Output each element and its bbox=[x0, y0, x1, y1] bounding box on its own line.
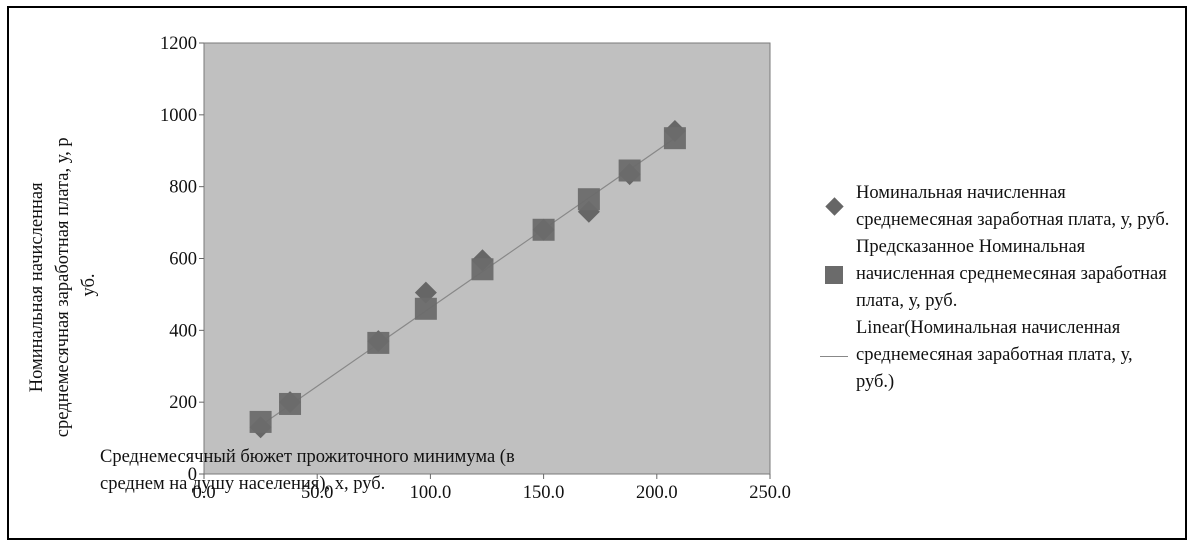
square-point bbox=[414, 297, 437, 320]
legend-label: Номинальная начисленная среднемесяная за… bbox=[856, 183, 1170, 230]
x-axis-title: Среднемесячный бюжет прожиточного миниму… bbox=[100, 447, 519, 494]
x-tick-label: 50.0 bbox=[301, 483, 333, 503]
legend-item-linear: Linear(Номинальная начисленная среднемес… bbox=[820, 315, 1170, 396]
legend-label: Linear(Номинальная начисленная среднемес… bbox=[856, 318, 1133, 392]
y-tick-label: 800 bbox=[169, 178, 197, 198]
square-marker-icon bbox=[820, 234, 852, 315]
x-tick-label: 100.0 bbox=[410, 483, 452, 503]
square-point bbox=[279, 392, 302, 415]
trendline bbox=[260, 137, 676, 427]
legend: Номинальная начисленная среднемесяная за… bbox=[820, 180, 1170, 396]
y-tick-label: 600 bbox=[169, 250, 197, 270]
legend-label: Предсказанное Номинальная начисленная ср… bbox=[856, 237, 1167, 311]
y-tick-label: 0 bbox=[188, 465, 197, 485]
square-point bbox=[249, 410, 272, 433]
legend-item-predicted: Предсказанное Номинальная начисленная ср… bbox=[820, 234, 1170, 315]
y-tick-label: 400 bbox=[169, 321, 197, 341]
square-point bbox=[471, 258, 494, 281]
x-tick-label: 200.0 bbox=[636, 483, 678, 503]
square-point bbox=[532, 218, 555, 241]
y-tick-label: 200 bbox=[169, 393, 197, 413]
diamond-marker-icon bbox=[820, 180, 852, 234]
x-tick-label: 0.0 bbox=[192, 483, 215, 503]
square-point bbox=[367, 331, 390, 354]
y-tick-label: 1200 bbox=[160, 34, 197, 54]
x-tick-label: 150.0 bbox=[523, 483, 565, 503]
trendline-icon bbox=[820, 315, 852, 396]
legend-item-actual: Номинальная начисленная среднемесяная за… bbox=[820, 180, 1170, 234]
square-point bbox=[663, 127, 686, 150]
x-tick-label: 250.0 bbox=[749, 483, 791, 503]
y-tick-label: 1000 bbox=[160, 106, 197, 126]
square-point bbox=[618, 159, 641, 182]
y-axis-title: Номинальная начисленная среднемесячная з… bbox=[27, 133, 99, 438]
square-point bbox=[577, 188, 600, 211]
